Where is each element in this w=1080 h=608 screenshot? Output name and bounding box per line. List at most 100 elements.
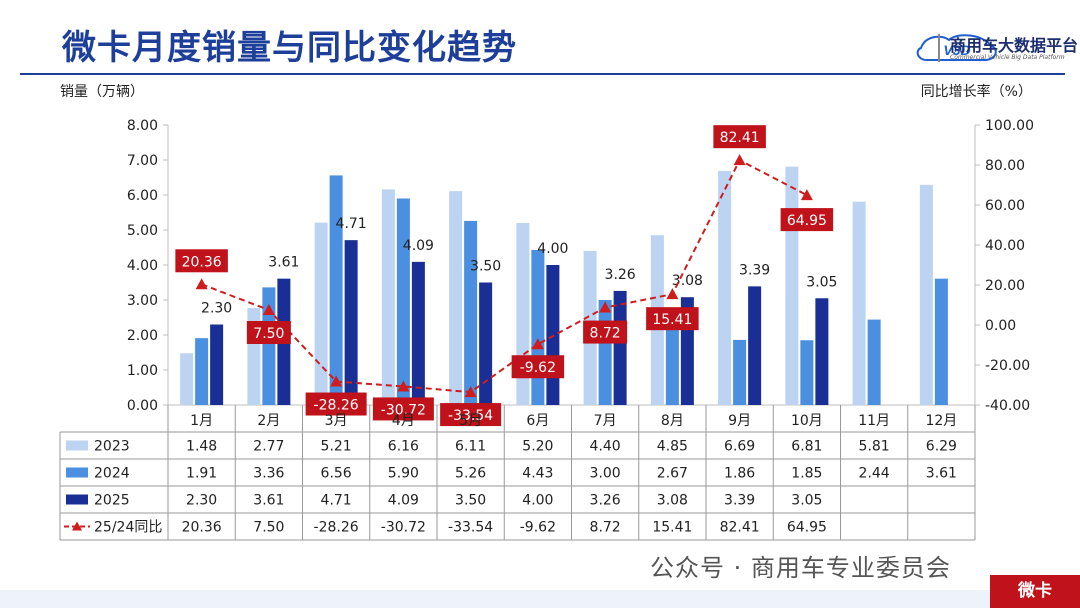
y-tick-label: 0.00 bbox=[127, 398, 158, 414]
yoy-point bbox=[330, 375, 343, 387]
table-cell: 64.95 bbox=[787, 520, 827, 536]
bar-2024 bbox=[934, 278, 948, 405]
legend-swatch bbox=[66, 467, 88, 478]
yoy-point bbox=[599, 301, 612, 313]
legend-label: 2023 bbox=[94, 439, 130, 455]
yoy-callout bbox=[175, 249, 228, 273]
category-tag: 微卡 bbox=[990, 575, 1080, 608]
table-cell: 3.26 bbox=[590, 493, 621, 509]
yoy-point bbox=[531, 338, 544, 350]
table-cell: 4.71 bbox=[321, 493, 352, 509]
yoy-callout-label: -33.54 bbox=[448, 408, 493, 424]
yoy-callout-label: 8.72 bbox=[590, 326, 621, 342]
yoy-callout bbox=[511, 355, 565, 379]
yoy-point bbox=[666, 288, 679, 300]
table-cell: 3.36 bbox=[253, 466, 284, 482]
yoy-callout-label: 82.41 bbox=[720, 130, 760, 146]
table-cell: 2.30 bbox=[186, 493, 217, 509]
y-tick-label: 1.00 bbox=[127, 363, 158, 379]
bar-2025 bbox=[344, 240, 358, 405]
table-cell: 1.85 bbox=[791, 466, 822, 482]
x-tick-label: 12月 bbox=[925, 413, 957, 429]
table-cell: 15.41 bbox=[652, 520, 692, 536]
y-tick-label: 6.00 bbox=[127, 188, 158, 204]
source-credit: 公众号 · 商用车专业委员会 bbox=[650, 554, 951, 582]
y-tick-label: 3.00 bbox=[127, 293, 158, 309]
yoy-callout bbox=[246, 321, 291, 344]
legend-label: 2024 bbox=[94, 466, 130, 482]
table-cell: 3.39 bbox=[724, 493, 755, 509]
table-cell: 6.29 bbox=[926, 439, 957, 455]
table-cell: 82.41 bbox=[720, 520, 760, 536]
bar-2023 bbox=[718, 170, 732, 405]
bar-2023 bbox=[180, 353, 194, 405]
x-tick-label: 6月 bbox=[526, 413, 549, 429]
yoy-point bbox=[464, 386, 477, 398]
yoy-line bbox=[201, 158, 808, 394]
table-cell: 3.61 bbox=[253, 493, 284, 509]
table-cell: 7.50 bbox=[253, 520, 284, 536]
bar-2025 bbox=[479, 282, 493, 405]
bar-2024 bbox=[665, 311, 679, 405]
y2-tick-label: 80.00 bbox=[985, 158, 1025, 174]
logo-mark: V3D bbox=[943, 42, 970, 58]
bar-2023 bbox=[852, 201, 866, 405]
data-label-2025: 3.39 bbox=[739, 262, 770, 278]
table-cell: 4.43 bbox=[522, 466, 553, 482]
table-cell: 6.56 bbox=[321, 466, 352, 482]
table-cell: 3.61 bbox=[926, 466, 957, 482]
x-tick-label: 3月 bbox=[325, 413, 348, 429]
legend-label: 2025 bbox=[94, 493, 130, 509]
y2-tick-label: 60.00 bbox=[985, 198, 1025, 214]
logo-divider bbox=[938, 34, 940, 62]
yoy-callout-label: -9.62 bbox=[520, 360, 556, 376]
bar-2023 bbox=[381, 189, 395, 405]
yoy-callout-label: -30.72 bbox=[381, 402, 426, 418]
bar-2024 bbox=[464, 220, 478, 405]
data-label-2025: 2.30 bbox=[201, 301, 232, 317]
table-cell: -33.54 bbox=[448, 520, 493, 536]
table-cell: 1.91 bbox=[186, 466, 217, 482]
table-cell: 3.05 bbox=[791, 493, 822, 509]
table-cell: 5.21 bbox=[321, 439, 352, 455]
y2-tick-label: 20.00 bbox=[985, 278, 1025, 294]
y2-tick-label: -40.00 bbox=[985, 398, 1030, 414]
y2-tick-label: 100.00 bbox=[985, 118, 1034, 134]
table-cell: 2.44 bbox=[859, 466, 890, 482]
bar-2024 bbox=[329, 175, 343, 405]
bar-2023 bbox=[919, 184, 933, 405]
y-tick-label: 8.00 bbox=[127, 118, 158, 134]
logo-subtext: Commercial Vehicle Big Data Platform bbox=[950, 54, 1065, 61]
y-tick-label: 7.00 bbox=[127, 153, 158, 169]
table-cell: 4.85 bbox=[657, 439, 688, 455]
y-tick-label: 5.00 bbox=[127, 223, 158, 239]
table-cell: 1.86 bbox=[724, 466, 755, 482]
yoy-point bbox=[195, 278, 208, 290]
bar-2024 bbox=[396, 198, 410, 405]
bar-2023 bbox=[314, 222, 328, 405]
y-axis-title: 销量（万辆） bbox=[60, 84, 144, 100]
legend-marker bbox=[72, 521, 82, 531]
table-cell: 20.36 bbox=[182, 520, 222, 536]
table-cell: -9.62 bbox=[520, 520, 556, 536]
x-tick-label: 8月 bbox=[661, 413, 684, 429]
y2-tick-label: 40.00 bbox=[985, 238, 1025, 254]
data-label-2025: 4.00 bbox=[537, 241, 568, 257]
table-cell: 3.00 bbox=[590, 466, 621, 482]
x-tick-label: 2月 bbox=[257, 413, 280, 429]
x-tick-label: 10月 bbox=[791, 413, 823, 429]
bar-2025 bbox=[815, 298, 829, 405]
table-cell: 6.81 bbox=[791, 439, 822, 455]
yoy-callout-label: 15.41 bbox=[652, 312, 692, 328]
table-cell: 4.40 bbox=[590, 439, 621, 455]
data-label-2025: 3.50 bbox=[470, 259, 501, 275]
x-tick-label: 11月 bbox=[858, 413, 890, 429]
x-tick-label: 9月 bbox=[728, 413, 751, 429]
table-cell: 1.48 bbox=[186, 439, 217, 455]
bar-2024 bbox=[598, 300, 612, 405]
yoy-point bbox=[397, 380, 410, 392]
table-cell: -28.26 bbox=[314, 520, 359, 536]
yoy-callout-label: 64.95 bbox=[787, 213, 827, 229]
data-label-2025: 3.26 bbox=[605, 267, 636, 283]
